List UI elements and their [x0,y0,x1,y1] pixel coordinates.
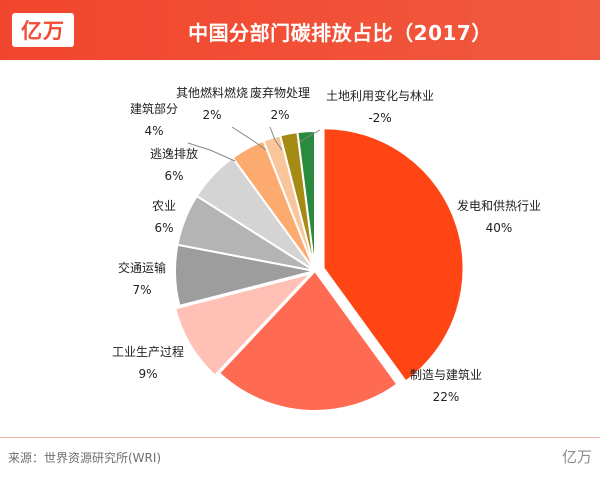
slice-label-name: 交通运输 [118,260,166,275]
slice-label-name: 制造与建筑业 [410,367,482,382]
leader-line [299,129,321,143]
pie-slice [296,129,316,272]
slice-label-value: -2% [368,111,391,125]
slice-label-name: 废弃物处理 [250,85,310,100]
slice-label-name: 土地利用变化与林业 [326,88,434,103]
leader-line [187,142,236,162]
footer-brand: 亿万 [561,448,592,466]
slice-label-name: 其他燃料燃烧 [176,85,248,100]
source-note: 来源：世界资源研究所(WRI) [8,451,162,465]
pie-slice [173,271,314,378]
brand-logo: 亿万 [12,13,74,47]
slice-label-name: 发电和供热行业 [457,198,541,213]
slice-label-value: 4% [144,124,163,138]
slice-label-value: 6% [164,169,183,183]
slice-label-value: 2% [270,108,289,122]
leader-line [269,126,283,151]
pie-slice [322,127,465,383]
slice-label-name: 逃逸排放 [150,146,198,161]
chart-title: 中国分部门碳排放占比（2017） [188,21,492,45]
slice-label-value: 7% [132,283,151,297]
slice-label-value: 9% [138,367,157,381]
leader-line [231,126,267,151]
pie-slice [217,269,399,412]
slice-label-name: 工业生产过程 [112,344,184,359]
pie-chart: 发电和供热行业 40% 制造与建筑业 22% 工业生产过程 9% 交通运输 7% 农业 6% 逃逸排… [112,85,541,412]
header-banner: 亿万 中国分部门碳排放占比（2017） [0,0,600,60]
slice-label-value: 6% [154,221,173,235]
slice-label-value: 22% [433,390,460,404]
slice-label-value: 40% [486,221,513,235]
slice-label-name: 建筑部分 [130,101,178,116]
slice-label-name: 农业 [152,199,176,213]
footer-divider [0,437,600,438]
slice-label-value: 2% [202,108,221,122]
